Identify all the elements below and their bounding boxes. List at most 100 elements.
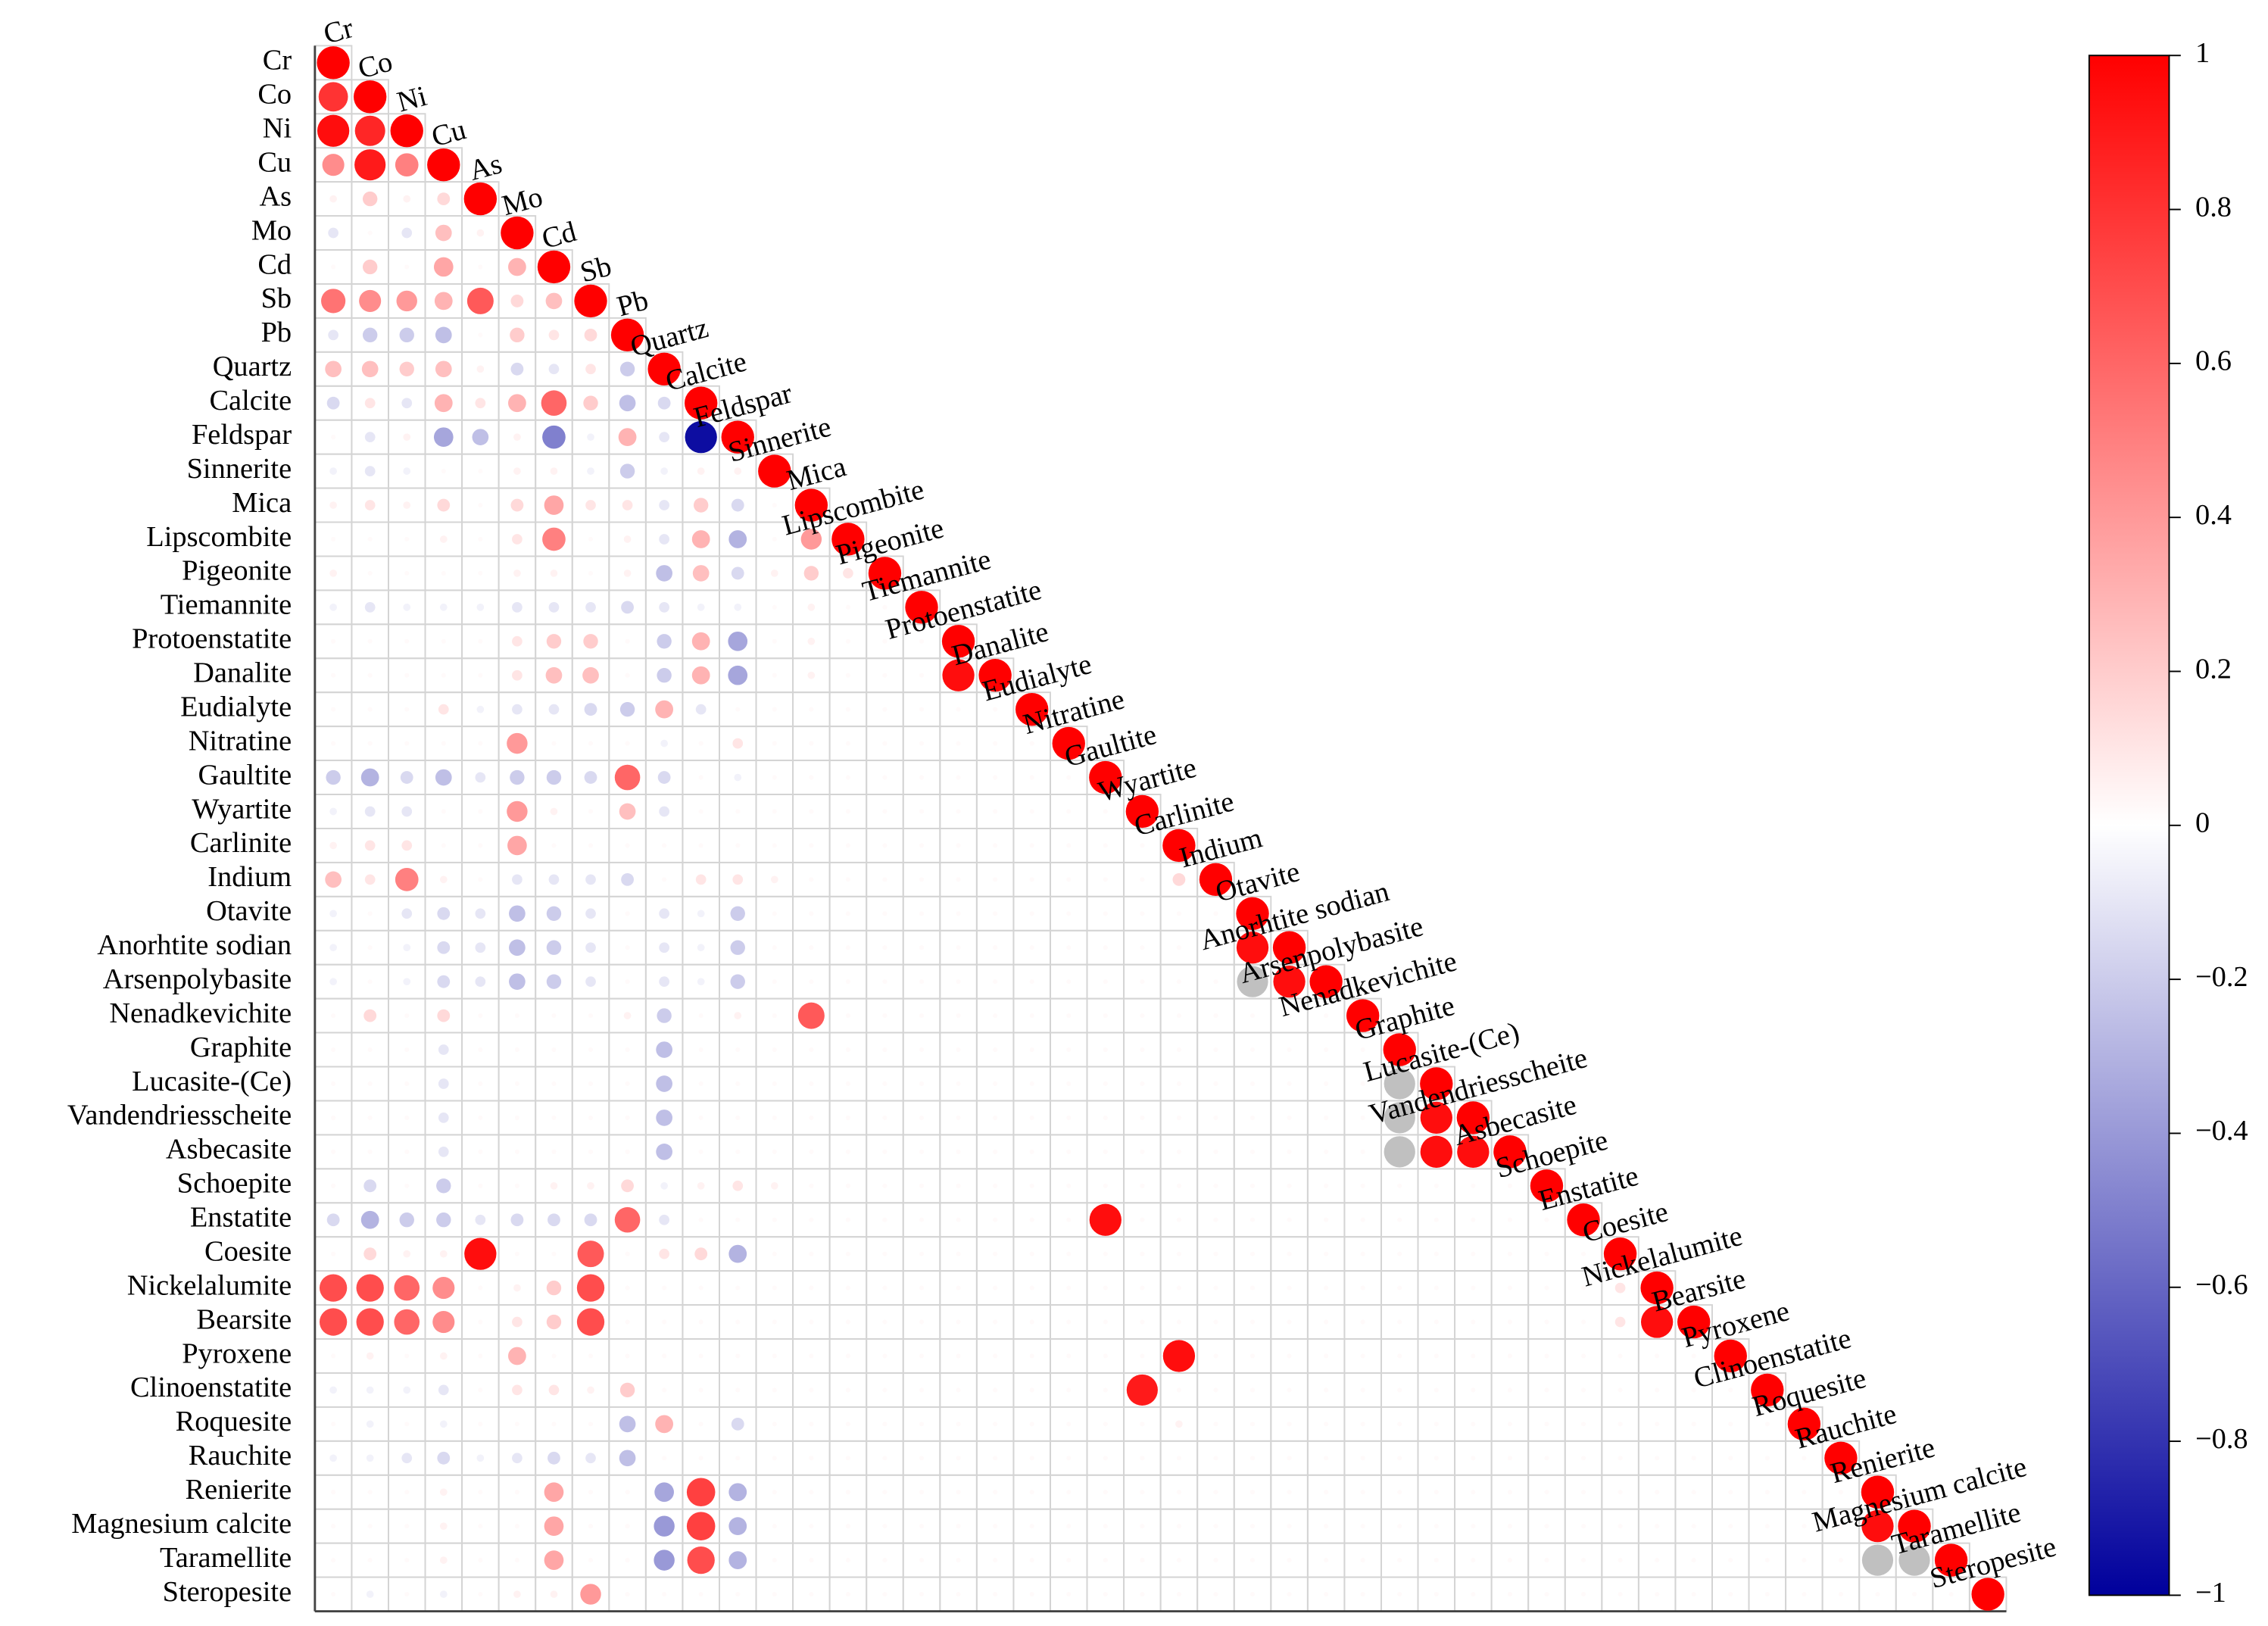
corr-circle — [845, 604, 850, 610]
corr-circle — [697, 910, 705, 918]
row-label: Calcite — [209, 385, 292, 417]
corr-circle — [475, 398, 486, 409]
corr-circle — [514, 1183, 519, 1188]
corr-circle — [588, 1149, 594, 1154]
corr-circle — [625, 1591, 630, 1597]
corr-circle — [367, 638, 373, 644]
corr-circle — [1802, 1558, 1807, 1563]
corr-circle — [772, 1591, 777, 1597]
corr-circle — [807, 604, 816, 611]
corr-circle — [1140, 1490, 1145, 1495]
corr-circle — [698, 1591, 703, 1597]
corr-circle — [1176, 1251, 1181, 1256]
corr-circle — [734, 773, 742, 782]
corr-circle — [731, 566, 744, 580]
corr-circle — [1728, 1591, 1733, 1597]
corr-circle — [919, 1456, 925, 1461]
corr-circle — [588, 1353, 594, 1359]
corr-circle — [401, 1453, 413, 1464]
corr-circle — [770, 570, 778, 577]
corr-circle — [441, 570, 446, 576]
corr-circle — [588, 536, 594, 542]
corr-circle — [809, 1047, 814, 1053]
corr-circle — [326, 769, 341, 785]
corr-circle — [1433, 1456, 1439, 1461]
corr-circle — [656, 1041, 672, 1058]
corr-circle — [548, 1451, 560, 1465]
corr-circle — [363, 1247, 377, 1261]
corr-circle — [1287, 1149, 1292, 1154]
corr-circle — [1433, 1285, 1439, 1291]
corr-circle — [1249, 1217, 1256, 1222]
corr-circle — [1236, 932, 1269, 964]
corr-circle — [882, 843, 888, 848]
corr-circle — [1213, 1081, 1218, 1087]
corr-circle — [514, 1422, 519, 1427]
corr-circle — [401, 908, 413, 919]
corr-circle — [1824, 1441, 1858, 1475]
corr-circle — [364, 432, 376, 443]
corr-circle — [1176, 1149, 1181, 1154]
corr-circle — [399, 1212, 414, 1228]
corr-circle — [363, 1179, 377, 1193]
corr-circle — [882, 673, 888, 678]
corr-circle — [366, 1386, 374, 1394]
corr-circle — [1397, 1524, 1402, 1529]
corr-circle — [659, 432, 669, 443]
corr-circle — [437, 1009, 451, 1022]
corr-circle — [1066, 1422, 1072, 1427]
corr-circle — [809, 1490, 814, 1495]
corr-circle — [476, 1454, 485, 1462]
corr-circle — [1287, 1456, 1292, 1461]
corr-circle — [1471, 1285, 1476, 1291]
corr-circle — [993, 1591, 998, 1597]
corr-circle — [367, 570, 373, 576]
corr-circle — [507, 732, 528, 754]
corr-circle — [1580, 1251, 1586, 1256]
corr-circle — [1838, 1558, 1843, 1563]
corr-circle — [1324, 1490, 1329, 1495]
corr-circle — [1493, 1135, 1527, 1169]
corr-circle — [698, 775, 703, 780]
corr-circle — [659, 806, 669, 817]
corr-circle — [845, 1490, 850, 1495]
corr-circle — [1714, 1339, 1747, 1373]
corr-circle — [993, 707, 998, 712]
corr-circle — [993, 979, 998, 985]
corr-circle — [507, 801, 528, 822]
corr-circle — [734, 467, 742, 475]
corr-circle — [550, 467, 558, 475]
corr-circle — [331, 1591, 336, 1597]
corr-circle — [1618, 1558, 1623, 1563]
corr-circle — [551, 843, 557, 848]
corr-circle — [367, 1490, 373, 1495]
corr-circle — [1103, 1558, 1108, 1563]
corr-circle — [809, 945, 814, 950]
corr-circle — [478, 1183, 483, 1188]
corr-circle — [439, 1352, 448, 1360]
corr-circle — [354, 115, 385, 146]
corr-circle — [1360, 1285, 1365, 1291]
corr-circle — [1140, 1081, 1145, 1087]
corr-circle — [735, 1353, 741, 1359]
corr-circle — [1029, 1183, 1034, 1188]
corr-circle — [439, 1488, 448, 1496]
corr-circle — [512, 874, 523, 885]
corr-circle — [478, 502, 483, 508]
corr-circle — [919, 1387, 925, 1393]
corr-circle — [576, 1274, 605, 1302]
corr-circle — [732, 738, 744, 749]
corr-circle — [512, 704, 523, 715]
corr-circle — [1029, 1013, 1034, 1019]
corr-circle — [1618, 1387, 1623, 1393]
corr-circle — [698, 1013, 703, 1019]
row-label: Cr — [263, 45, 292, 76]
corr-circle — [882, 1285, 888, 1291]
corr-circle — [993, 1353, 998, 1359]
corr-circle — [698, 1422, 703, 1427]
corr-circle — [1140, 1285, 1145, 1291]
corr-circle — [582, 666, 599, 684]
corr-circle — [734, 604, 742, 611]
corr-circle — [1176, 979, 1181, 985]
corr-circle — [919, 1591, 925, 1597]
